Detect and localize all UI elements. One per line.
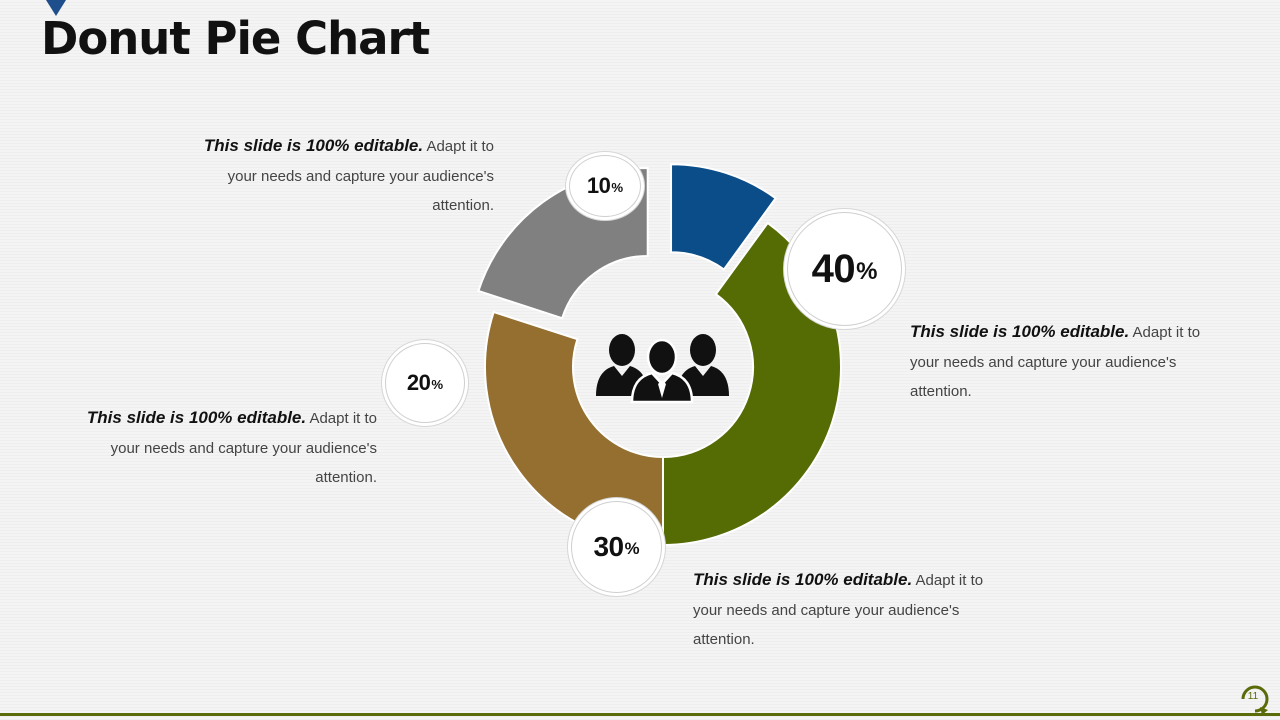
data-label-10: 10% [569, 155, 641, 217]
data-label-20: 20% [385, 343, 465, 423]
donut-slice-30 [484, 310, 664, 547]
data-label-40: 40% [787, 212, 902, 326]
donut-slice-40 [662, 221, 842, 547]
caption-left: This slide is 100% editable. Adapt it to… [75, 403, 377, 493]
caption-body: Adapt it to your needs and capture your … [910, 324, 1201, 400]
caption-lead: This slide is 100% editable. [86, 408, 307, 427]
people-group-icon [596, 334, 729, 404]
caption-body: Adapt it to your needs and capture your … [693, 572, 984, 648]
caption-lead: This slide is 100% editable. [693, 570, 913, 589]
page-title: Donut Pie Chart [41, 12, 430, 65]
page-number: 11 [1247, 691, 1259, 702]
caption-lead: This slide is 100% editable. [910, 322, 1130, 341]
caption-bottom: This slide is 100% editable. Adapt it to… [693, 565, 998, 655]
circular-arrow-icon [1241, 685, 1269, 715]
caption-body: Adapt it to your needs and capture your … [110, 410, 377, 486]
data-label-30: 30% [571, 501, 662, 593]
donut-slice-10 [670, 163, 778, 271]
caption-lead: This slide is 100% editable. [203, 136, 424, 155]
triangle-down-icon [46, 0, 66, 16]
caption-body: Adapt it to your needs and capture your … [227, 138, 494, 214]
caption-top-left: This slide is 100% editable. Adapt it to… [192, 131, 494, 221]
footer-rule [0, 713, 1280, 716]
caption-right: This slide is 100% editable. Adapt it to… [910, 317, 1210, 407]
